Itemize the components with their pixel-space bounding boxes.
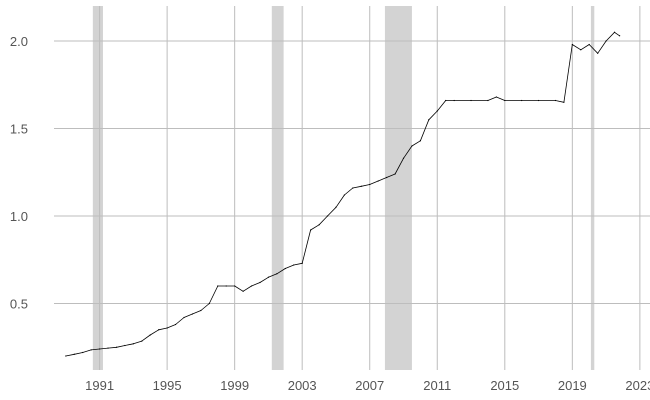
data-point — [115, 346, 118, 348]
data-point — [166, 327, 168, 329]
data-point — [98, 348, 101, 350]
x-tick-label: 2011 — [423, 378, 451, 393]
data-point — [326, 215, 329, 217]
data-point — [284, 267, 286, 270]
x-tick-label: 2003 — [288, 378, 317, 393]
data-point — [318, 224, 320, 226]
data-point — [605, 40, 607, 42]
data-point — [487, 99, 489, 102]
x-tick-label: 1999 — [220, 378, 249, 393]
data-point — [225, 285, 227, 287]
recession-band-1 — [271, 6, 284, 370]
recession-band-3 — [590, 6, 595, 370]
x-axis-tick-labels: 1991 1995 1999 2003 2007 2011 2015 2019 2023 — [85, 378, 650, 393]
data-point — [107, 347, 109, 349]
data-point — [267, 276, 270, 278]
data-point — [588, 43, 590, 46]
x-tick-label: 1995 — [153, 378, 182, 393]
y-tick-label: 2.0 — [10, 34, 28, 49]
data-point — [495, 96, 497, 98]
data-point — [141, 340, 143, 342]
data-point — [73, 353, 75, 355]
y-tick-label: 0.5 — [10, 297, 28, 312]
data-point — [504, 99, 506, 102]
data-point — [394, 173, 396, 175]
data-point — [428, 119, 430, 121]
data-point — [293, 264, 295, 266]
recession-shading-layer — [92, 6, 595, 370]
data-point — [360, 185, 362, 187]
y-axis-tick-labels: 0.5 1.0 1.5 2.0 — [10, 34, 28, 312]
data-point — [250, 285, 253, 287]
data-point — [335, 206, 337, 208]
data-point — [470, 99, 472, 102]
data-point — [174, 323, 177, 326]
data-point — [310, 229, 312, 231]
data-point — [217, 285, 219, 287]
data-point — [419, 140, 421, 142]
data-point — [124, 344, 126, 347]
recession-band-2 — [384, 6, 412, 370]
data-point — [580, 49, 582, 51]
data-point — [453, 99, 455, 102]
recession-band-0 — [92, 6, 103, 370]
data-point — [65, 355, 67, 357]
data-point — [563, 101, 565, 103]
data-point — [259, 281, 261, 284]
y-tick-label: 1.5 — [10, 122, 28, 137]
data-point — [242, 290, 244, 292]
data-point — [82, 351, 84, 354]
data-point — [521, 99, 523, 102]
x-tick-label: 1991 — [85, 378, 114, 393]
data-point — [377, 180, 379, 182]
data-point — [537, 99, 540, 102]
grid-layer — [54, 6, 650, 370]
data-point — [158, 329, 160, 331]
data-point — [369, 183, 371, 186]
data-point — [191, 313, 194, 315]
data-point — [613, 31, 616, 33]
data-point — [571, 43, 573, 46]
data-point — [132, 343, 134, 345]
data-point — [597, 52, 599, 54]
y-tick-label: 1.0 — [10, 209, 28, 224]
data-point — [208, 302, 210, 305]
x-tick-label: 2015 — [490, 378, 519, 393]
data-point — [90, 349, 92, 351]
data-point — [149, 334, 151, 336]
x-tick-label: 2007 — [355, 378, 384, 393]
data-point — [386, 176, 388, 179]
data-point — [183, 316, 185, 319]
data-point — [445, 99, 447, 102]
data-point — [411, 145, 413, 147]
series-line-0 — [65, 31, 620, 357]
data-point — [436, 110, 438, 112]
data-point — [276, 273, 278, 275]
data-point — [554, 99, 557, 102]
series-layer — [65, 31, 621, 357]
data-point — [234, 285, 236, 287]
data-point — [200, 309, 202, 312]
data-point — [619, 35, 621, 37]
data-point — [352, 187, 354, 189]
x-tick-label: 2019 — [558, 378, 587, 393]
data-point — [402, 157, 405, 159]
data-point — [343, 194, 346, 196]
data-point — [301, 262, 303, 264]
x-tick-label: 2023 — [625, 378, 650, 393]
